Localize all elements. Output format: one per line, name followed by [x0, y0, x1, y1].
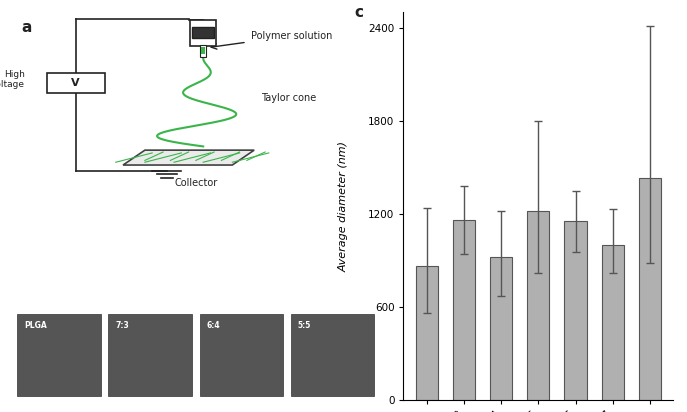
- Bar: [17, 407, 101, 412]
- FancyBboxPatch shape: [47, 73, 105, 94]
- Bar: [201, 47, 205, 54]
- Bar: [192, 27, 214, 38]
- Bar: [17, 314, 101, 396]
- Bar: [602, 245, 624, 400]
- Bar: [199, 314, 283, 396]
- Text: V: V: [71, 78, 80, 88]
- Text: a: a: [21, 20, 32, 35]
- Text: Collector: Collector: [174, 178, 218, 188]
- Text: c: c: [354, 5, 364, 20]
- Bar: [291, 314, 374, 396]
- Bar: [564, 222, 587, 400]
- Bar: [639, 178, 661, 400]
- Bar: [190, 20, 216, 46]
- Bar: [199, 407, 283, 412]
- Bar: [291, 407, 374, 412]
- Text: Average diameter (nm): Average diameter (nm): [339, 140, 349, 272]
- Bar: [527, 211, 550, 400]
- Text: b: b: [21, 219, 32, 234]
- Bar: [109, 314, 192, 396]
- Bar: [453, 220, 475, 400]
- Text: High
voltage: High voltage: [0, 70, 25, 89]
- Polygon shape: [123, 150, 254, 165]
- Text: Taylor cone: Taylor cone: [262, 93, 317, 103]
- Text: 7:3: 7:3: [115, 321, 129, 330]
- Text: PLGA: PLGA: [25, 321, 47, 330]
- Bar: [201, 45, 206, 57]
- Bar: [490, 257, 513, 400]
- Bar: [109, 407, 192, 412]
- Bar: [416, 267, 438, 400]
- Text: Polymer solution: Polymer solution: [251, 31, 332, 41]
- Text: 5:5: 5:5: [298, 321, 311, 330]
- Text: 6:4: 6:4: [207, 321, 221, 330]
